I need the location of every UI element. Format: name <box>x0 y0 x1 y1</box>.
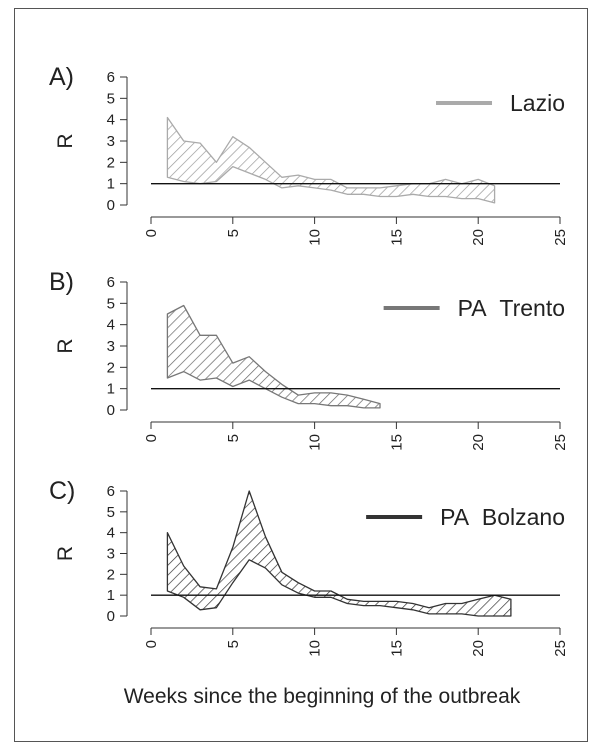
panel-2: C) R 0 1 2 3 4 5 6 0 5 10 15 20 25 PA Bolzano <box>49 477 569 657</box>
y-axis-label: R <box>54 133 77 148</box>
y-tick-label: 2 <box>107 566 115 583</box>
figure-frame <box>14 8 588 742</box>
x-tick-label: 15 <box>388 640 405 657</box>
panel-label: A) <box>49 63 74 91</box>
x-tick-label: 0 <box>143 640 160 648</box>
y-axis-label: R <box>54 546 77 561</box>
panel-label: B) <box>49 268 74 296</box>
x-tick-label: 5 <box>225 434 242 442</box>
x-axis-label: Weeks since the beginning of the outbrea… <box>124 685 521 708</box>
y-tick-label: 5 <box>107 90 115 107</box>
panel-0: A) R 0 1 2 3 4 5 6 0 5 10 15 20 25 Lazio <box>49 63 569 246</box>
series-band-pa-bolzano <box>166 490 512 617</box>
y-tick-label: 5 <box>107 504 115 521</box>
x-tick-label: 5 <box>225 229 242 237</box>
x-tick-label: 10 <box>307 229 324 246</box>
y-tick-label: 1 <box>107 176 115 193</box>
x-tick-label: 20 <box>470 640 487 657</box>
legend-label: PA Trento <box>458 295 565 321</box>
legend-label: PA Bolzano <box>440 504 565 530</box>
x-tick-label: 25 <box>552 229 569 246</box>
y-tick-label: 4 <box>107 525 115 542</box>
x-tick-label: 20 <box>470 229 487 246</box>
panel-1: B) R 0 1 2 3 4 5 6 0 5 10 15 20 25 PA Trento <box>49 268 569 451</box>
x-tick-label: 0 <box>143 229 160 237</box>
x-tick-label: 10 <box>307 640 324 657</box>
y-tick-label: 0 <box>107 608 115 625</box>
legend-label: Lazio <box>510 90 565 116</box>
y-tick-label: 6 <box>107 274 115 291</box>
x-tick-label: 25 <box>552 434 569 451</box>
y-tick-label: 0 <box>107 197 115 214</box>
x-tick-label: 0 <box>143 434 160 442</box>
x-tick-label: 20 <box>470 434 487 451</box>
y-tick-label: 1 <box>107 587 115 604</box>
x-tick-label: 5 <box>225 640 242 648</box>
y-tick-label: 5 <box>107 295 115 312</box>
y-tick-label: 4 <box>107 317 115 334</box>
x-tick-label: 25 <box>552 640 569 657</box>
y-tick-label: 3 <box>107 546 115 563</box>
y-axis-label: R <box>54 338 77 353</box>
series-band-lazio <box>166 116 496 204</box>
x-tick-label: 10 <box>307 434 324 451</box>
x-tick-label: 15 <box>388 229 405 246</box>
y-tick-label: 2 <box>107 154 115 171</box>
y-tick-label: 6 <box>107 483 115 500</box>
y-tick-label: 6 <box>107 69 115 86</box>
y-tick-label: 2 <box>107 359 115 376</box>
y-tick-label: 3 <box>107 133 115 150</box>
x-tick-label: 15 <box>388 434 405 451</box>
y-tick-label: 3 <box>107 338 115 355</box>
y-tick-label: 1 <box>107 381 115 398</box>
y-tick-label: 0 <box>107 402 115 419</box>
series-band-pa-trento <box>166 304 381 409</box>
panel-label: C) <box>49 477 75 505</box>
y-tick-label: 4 <box>107 112 115 129</box>
